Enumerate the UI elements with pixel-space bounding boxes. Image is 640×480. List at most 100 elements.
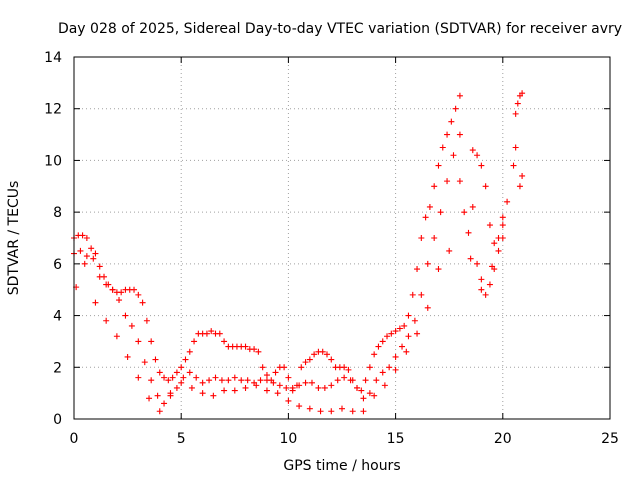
data-point (489, 263, 496, 270)
x-tick-label: 25 (601, 431, 619, 447)
data-point (386, 364, 393, 371)
data-point (512, 144, 519, 151)
y-tick-label: 10 (44, 153, 62, 169)
data-point (448, 118, 455, 125)
data-point (317, 408, 324, 415)
data-point (103, 317, 110, 324)
data-point (263, 372, 270, 379)
data-point (113, 333, 120, 340)
data-point (306, 405, 313, 412)
data-point (375, 343, 382, 350)
data-point (131, 286, 138, 293)
data-point (221, 387, 228, 394)
data-point (116, 297, 123, 304)
plot-frame (73, 56, 611, 420)
data-point (90, 255, 97, 262)
data-point (263, 387, 270, 394)
data-point (456, 131, 463, 138)
data-point (191, 338, 198, 345)
data-point (311, 351, 318, 358)
data-point (77, 247, 84, 254)
data-point (446, 247, 453, 254)
data-point (302, 359, 309, 366)
data-point (424, 260, 431, 267)
data-point (238, 377, 245, 384)
data-point (405, 312, 412, 319)
data-point (83, 253, 90, 260)
data-point (360, 408, 367, 415)
x-tick-label: 0 (70, 431, 79, 447)
data-point (486, 281, 493, 288)
data-point (392, 353, 399, 360)
data-point (418, 235, 425, 241)
data-point (161, 400, 168, 407)
data-point (308, 379, 315, 386)
data-point (450, 152, 457, 159)
data-point (208, 328, 215, 335)
data-point (491, 240, 498, 247)
data-point (169, 374, 176, 381)
data-point (96, 263, 103, 270)
data-point (401, 322, 408, 329)
data-point (341, 374, 348, 381)
data-point (199, 390, 206, 397)
data-point (285, 397, 292, 404)
x-tick-label: 20 (494, 431, 512, 447)
data-point (409, 291, 416, 298)
data-point (96, 273, 103, 280)
data-point (469, 203, 476, 210)
data-point (167, 390, 174, 397)
data-point (373, 377, 380, 384)
data-point (456, 178, 463, 185)
data-point (358, 387, 365, 394)
data-point (253, 382, 260, 389)
data-point (92, 299, 99, 306)
data-point (152, 356, 159, 363)
data-point (199, 379, 206, 386)
data-point (274, 390, 281, 397)
data-point (255, 348, 262, 355)
data-point (285, 374, 292, 381)
data-point (403, 348, 410, 355)
data-point (182, 356, 189, 363)
data-point (296, 403, 303, 410)
data-point (341, 364, 348, 371)
data-point (165, 377, 172, 384)
data-point (109, 286, 116, 293)
tick-labels: 0 5 10 15 20 25 0 2 4 6 8 10 12 14 (44, 50, 619, 447)
data-point (444, 178, 451, 185)
data-point (83, 235, 90, 241)
data-point (504, 198, 511, 205)
data-point (418, 291, 425, 298)
data-point (263, 377, 270, 384)
data-point (272, 369, 279, 376)
data-point (392, 366, 399, 373)
data-point (118, 289, 125, 296)
data-point (251, 346, 258, 353)
data-point (289, 387, 296, 394)
y-tick-label: 4 (53, 309, 62, 325)
data-point (478, 276, 485, 283)
data-point (302, 379, 309, 386)
data-point (452, 105, 459, 112)
data-point (203, 330, 210, 337)
data-point (154, 392, 161, 399)
data-point (482, 183, 489, 190)
data-point (519, 90, 526, 97)
data-point (218, 377, 225, 384)
data-point (296, 382, 303, 389)
data-point (519, 172, 526, 179)
data-points (71, 90, 526, 415)
data-point (444, 131, 451, 138)
data-point (384, 333, 391, 340)
data-point (366, 364, 373, 371)
data-point (81, 260, 88, 267)
data-point (141, 359, 148, 366)
y-tick-label: 14 (44, 50, 62, 66)
data-point (435, 162, 442, 169)
data-point (456, 92, 463, 99)
data-point (178, 379, 185, 386)
data-point (281, 364, 288, 371)
data-point (339, 405, 345, 412)
data-point (161, 374, 168, 381)
